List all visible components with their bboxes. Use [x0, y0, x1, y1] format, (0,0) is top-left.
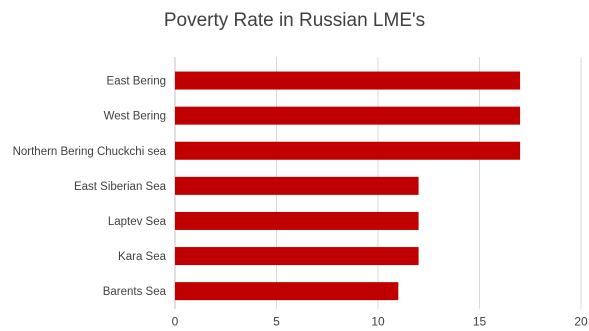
x-tick-label-10: 10	[371, 315, 385, 329]
category-label-3: East Siberian Sea	[74, 181, 167, 193]
chart-title: Poverty Rate in Russian LME's	[163, 10, 426, 31]
category-label-6: Barents Sea	[103, 286, 167, 298]
bar-4	[175, 211, 419, 230]
bar-5	[175, 247, 419, 266]
x-tick-label-5: 5	[273, 315, 280, 329]
category-label-4: Laptev Sea	[108, 216, 167, 228]
x-tick-label-0: 0	[172, 315, 179, 329]
bar-6	[175, 282, 399, 301]
category-label-5: Kara Sea	[118, 251, 167, 263]
bar-1	[175, 106, 521, 125]
x-tick-label-15: 15	[473, 315, 487, 329]
bar-0	[175, 71, 521, 90]
bar-2	[175, 141, 521, 160]
category-label-0: East Bering	[107, 76, 166, 88]
category-label-1: West Bering	[104, 111, 166, 123]
category-label-2: Northern Bering Chuckchi sea	[13, 146, 167, 158]
tick-labels: 0 5 10 15 20	[172, 315, 588, 329]
category-labels: East Bering West Bering Northern Bering Ch…	[13, 76, 167, 299]
x-tick-label-20: 20	[574, 315, 588, 329]
bar-3	[175, 176, 419, 195]
bars	[175, 71, 521, 301]
